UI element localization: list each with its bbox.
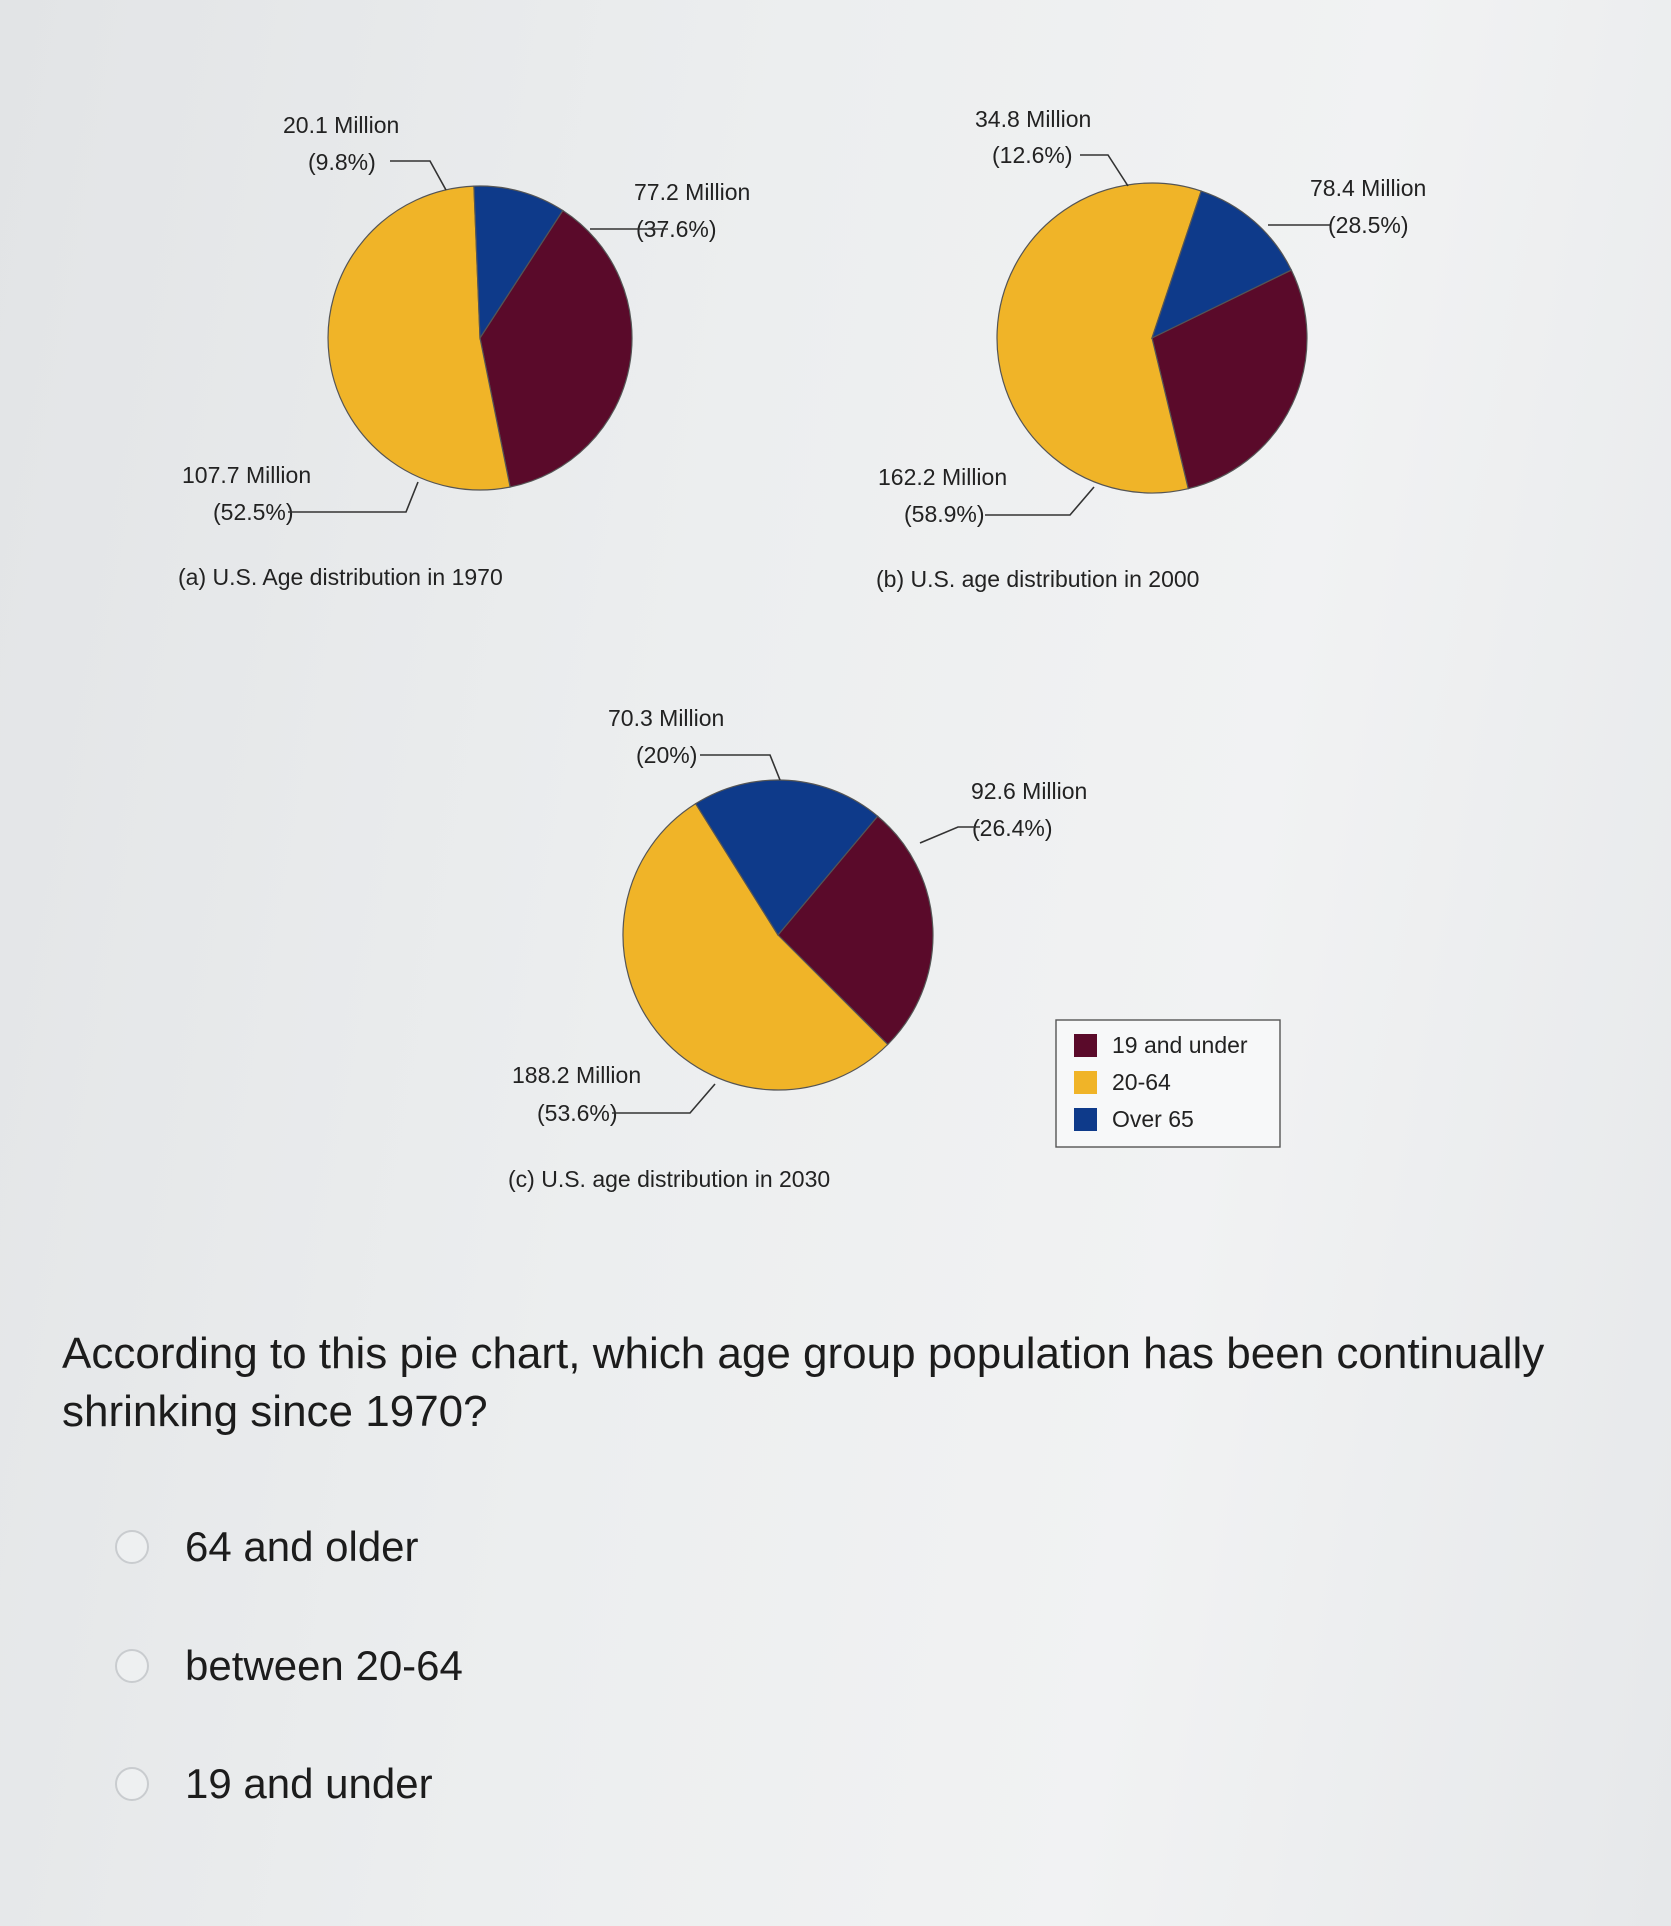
slice-value-label: 162.2 Million [878, 464, 1007, 490]
slice-percent-label: (52.5%) [213, 499, 294, 525]
pie-slice-19-and-under [777, 815, 934, 1046]
legend-swatch-19-and-under [1074, 1034, 1097, 1057]
legend-label-19-and-under: 19 and under [1112, 1032, 1248, 1058]
pie-chart-3: 92.6 Million (26.4%) 188.2 Million (53.6%) 7… [508, 705, 1087, 1192]
option-label: between 20-64 [185, 1642, 463, 1689]
slice-value-label: 188.2 Million [512, 1062, 641, 1088]
slice-value-label: 92.6 Million [971, 778, 1087, 804]
leader-line [985, 486, 1095, 516]
chart-legend: 19 and under 20-64 Over 65 [1055, 1019, 1281, 1148]
option-64-and-older[interactable]: 64 and older [115, 1523, 419, 1571]
slice-value-label: 34.8 Million [975, 106, 1091, 132]
pie-slice-over-65 [694, 779, 879, 937]
option-label: 64 and older [185, 1523, 419, 1570]
chart-caption: (a) U.S. Age distribution in 1970 [178, 564, 503, 590]
pie-slice-19-and-under [1151, 269, 1308, 490]
slice-percent-label: (20%) [636, 742, 697, 768]
leader-line [700, 754, 781, 781]
option-label: 19 and under [185, 1760, 433, 1807]
slice-percent-label: (28.5%) [1328, 212, 1409, 238]
legend-label-over-65: Over 65 [1112, 1106, 1194, 1132]
slice-value-label: 77.2 Million [634, 179, 750, 205]
pie-slice-over-65 [473, 185, 564, 340]
chart-caption: (c) U.S. age distribution in 2030 [508, 1166, 830, 1192]
slice-percent-label: (58.9%) [904, 501, 985, 527]
radio-button[interactable] [115, 1530, 149, 1564]
leader-line [919, 826, 980, 844]
pie-slice-20-64 [622, 802, 889, 1091]
legend-swatch-20-64 [1074, 1071, 1097, 1094]
slice-value-label: 107.7 Million [182, 462, 311, 488]
option-between-20-64[interactable]: between 20-64 [115, 1642, 463, 1690]
option-19-and-under[interactable]: 19 and under [115, 1760, 433, 1808]
slice-percent-label: (12.6%) [992, 142, 1073, 168]
question-text: According to this pie chart, which age g… [62, 1329, 1545, 1436]
slice-percent-label: (26.4%) [972, 815, 1053, 841]
slice-percent-label: (9.8%) [308, 149, 376, 175]
pie-chart-2: 78.4 Million (28.5%) 162.2 Million (58.9%) 3… [876, 106, 1426, 592]
slice-percent-label: (53.6%) [537, 1100, 618, 1126]
slice-value-label: 78.4 Million [1310, 175, 1426, 201]
pie-slice-20-64 [996, 182, 1202, 494]
leader-line [288, 481, 419, 513]
pie-chart-1: 77.2 Million(37.6%)107.7 Million(52.5%)2… [178, 112, 750, 590]
radio-button[interactable] [115, 1649, 149, 1683]
chart-caption: (b) U.S. age distribution in 2000 [876, 566, 1199, 592]
legend-swatch-over-65 [1074, 1108, 1097, 1131]
radio-button[interactable] [115, 1767, 149, 1801]
slice-value-label: 20.1 Million [283, 112, 399, 138]
leader-line [612, 1083, 716, 1114]
legend-label-20-64: 20-64 [1112, 1069, 1171, 1095]
pie-slice-over-65 [1150, 190, 1293, 340]
leader-line [1080, 154, 1129, 187]
pie-charts-figure: 77.2 Million(37.6%)107.7 Million(52.5%)2… [178, 106, 1426, 1192]
leader-line [390, 160, 447, 191]
pie-slice-20-64 [327, 185, 511, 491]
slice-value-label: 70.3 Million [608, 705, 724, 731]
